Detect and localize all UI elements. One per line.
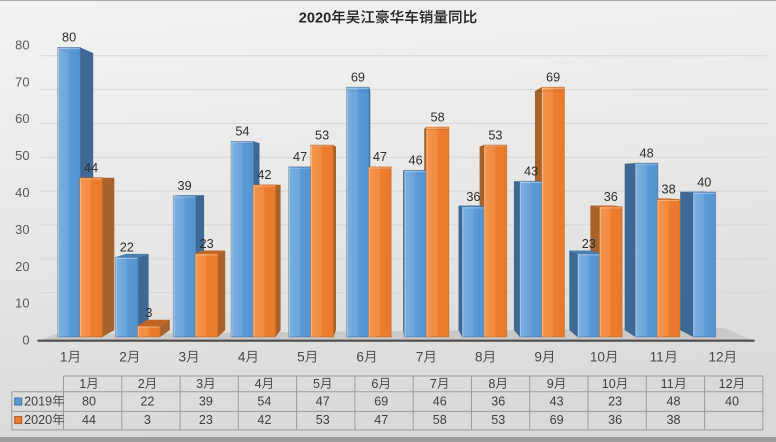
svg-text:4: 4 [255,377,262,391]
svg-text:23: 23 [200,237,214,251]
svg-text:46: 46 [409,154,423,168]
svg-text:4: 4 [238,350,246,365]
svg-text:44: 44 [84,161,98,175]
svg-text:23: 23 [608,394,622,408]
svg-text:54: 54 [235,125,249,139]
svg-text:43: 43 [550,394,564,408]
svg-text:20: 20 [15,259,29,274]
svg-text:23: 23 [199,413,213,427]
svg-text:38: 38 [662,183,676,197]
svg-text:9: 9 [547,377,554,391]
svg-text:54: 54 [257,394,271,408]
svg-text:7: 7 [416,350,424,365]
svg-text:2: 2 [138,377,145,391]
svg-text:69: 69 [546,71,560,85]
svg-text:70: 70 [15,74,29,89]
svg-text:80: 80 [15,38,29,53]
svg-text:40: 40 [697,175,711,189]
svg-text:8: 8 [488,377,495,391]
svg-text:5: 5 [297,350,305,365]
svg-text:3: 3 [196,377,203,391]
svg-text:0: 0 [22,333,29,348]
svg-text:5: 5 [313,377,320,391]
svg-text:40: 40 [725,394,739,408]
svg-text:10: 10 [15,296,29,311]
svg-text:1: 1 [79,377,86,391]
svg-text:60: 60 [15,111,29,126]
svg-text:30: 30 [15,222,29,237]
svg-text:48: 48 [666,394,680,408]
svg-text:22: 22 [120,241,134,255]
svg-text:36: 36 [608,413,622,427]
svg-text:6: 6 [356,350,364,365]
svg-text:1: 1 [60,350,68,365]
svg-text:23: 23 [582,237,596,251]
svg-text:80: 80 [82,394,96,408]
svg-text:36: 36 [604,190,618,204]
svg-text:46: 46 [433,394,447,408]
svg-text:39: 39 [178,179,192,193]
svg-text:48: 48 [640,146,654,160]
svg-text:47: 47 [293,150,307,164]
svg-text:2020: 2020 [299,10,331,26]
svg-text:2: 2 [119,350,127,365]
svg-text:58: 58 [433,413,447,427]
svg-text:7: 7 [430,377,437,391]
svg-text:47: 47 [374,413,388,427]
svg-text:6: 6 [371,377,378,391]
svg-text:10: 10 [602,377,616,391]
svg-text:53: 53 [315,128,329,142]
svg-text:53: 53 [491,413,505,427]
svg-text:42: 42 [257,413,271,427]
svg-text:69: 69 [550,413,564,427]
svg-text:11: 11 [650,350,664,365]
svg-text:22: 22 [140,394,154,408]
svg-text:47: 47 [373,150,387,164]
svg-text:8: 8 [475,350,483,365]
svg-text:44: 44 [82,413,96,427]
svg-text:50: 50 [15,148,29,163]
svg-text:43: 43 [524,165,538,179]
svg-text:47: 47 [316,394,330,408]
svg-text:2019: 2019 [24,394,52,408]
svg-text:9: 9 [534,350,542,365]
svg-text:58: 58 [431,110,445,124]
svg-text:42: 42 [257,168,271,182]
svg-text:12: 12 [708,350,723,365]
svg-text:69: 69 [374,394,388,408]
svg-text:40: 40 [15,185,29,200]
svg-text:10: 10 [590,350,606,365]
svg-text:38: 38 [666,413,680,427]
svg-text:53: 53 [488,128,502,142]
svg-text:39: 39 [199,394,213,408]
svg-text:36: 36 [466,190,480,204]
svg-text:12: 12 [719,377,733,391]
svg-text:53: 53 [316,413,330,427]
svg-text:11: 11 [661,377,674,391]
svg-text:3: 3 [179,350,187,365]
svg-text:3: 3 [144,413,151,427]
svg-text:80: 80 [62,31,76,45]
svg-text:36: 36 [491,394,505,408]
svg-text:3: 3 [145,306,152,320]
svg-text:2020: 2020 [24,413,52,427]
svg-text:69: 69 [351,71,365,85]
